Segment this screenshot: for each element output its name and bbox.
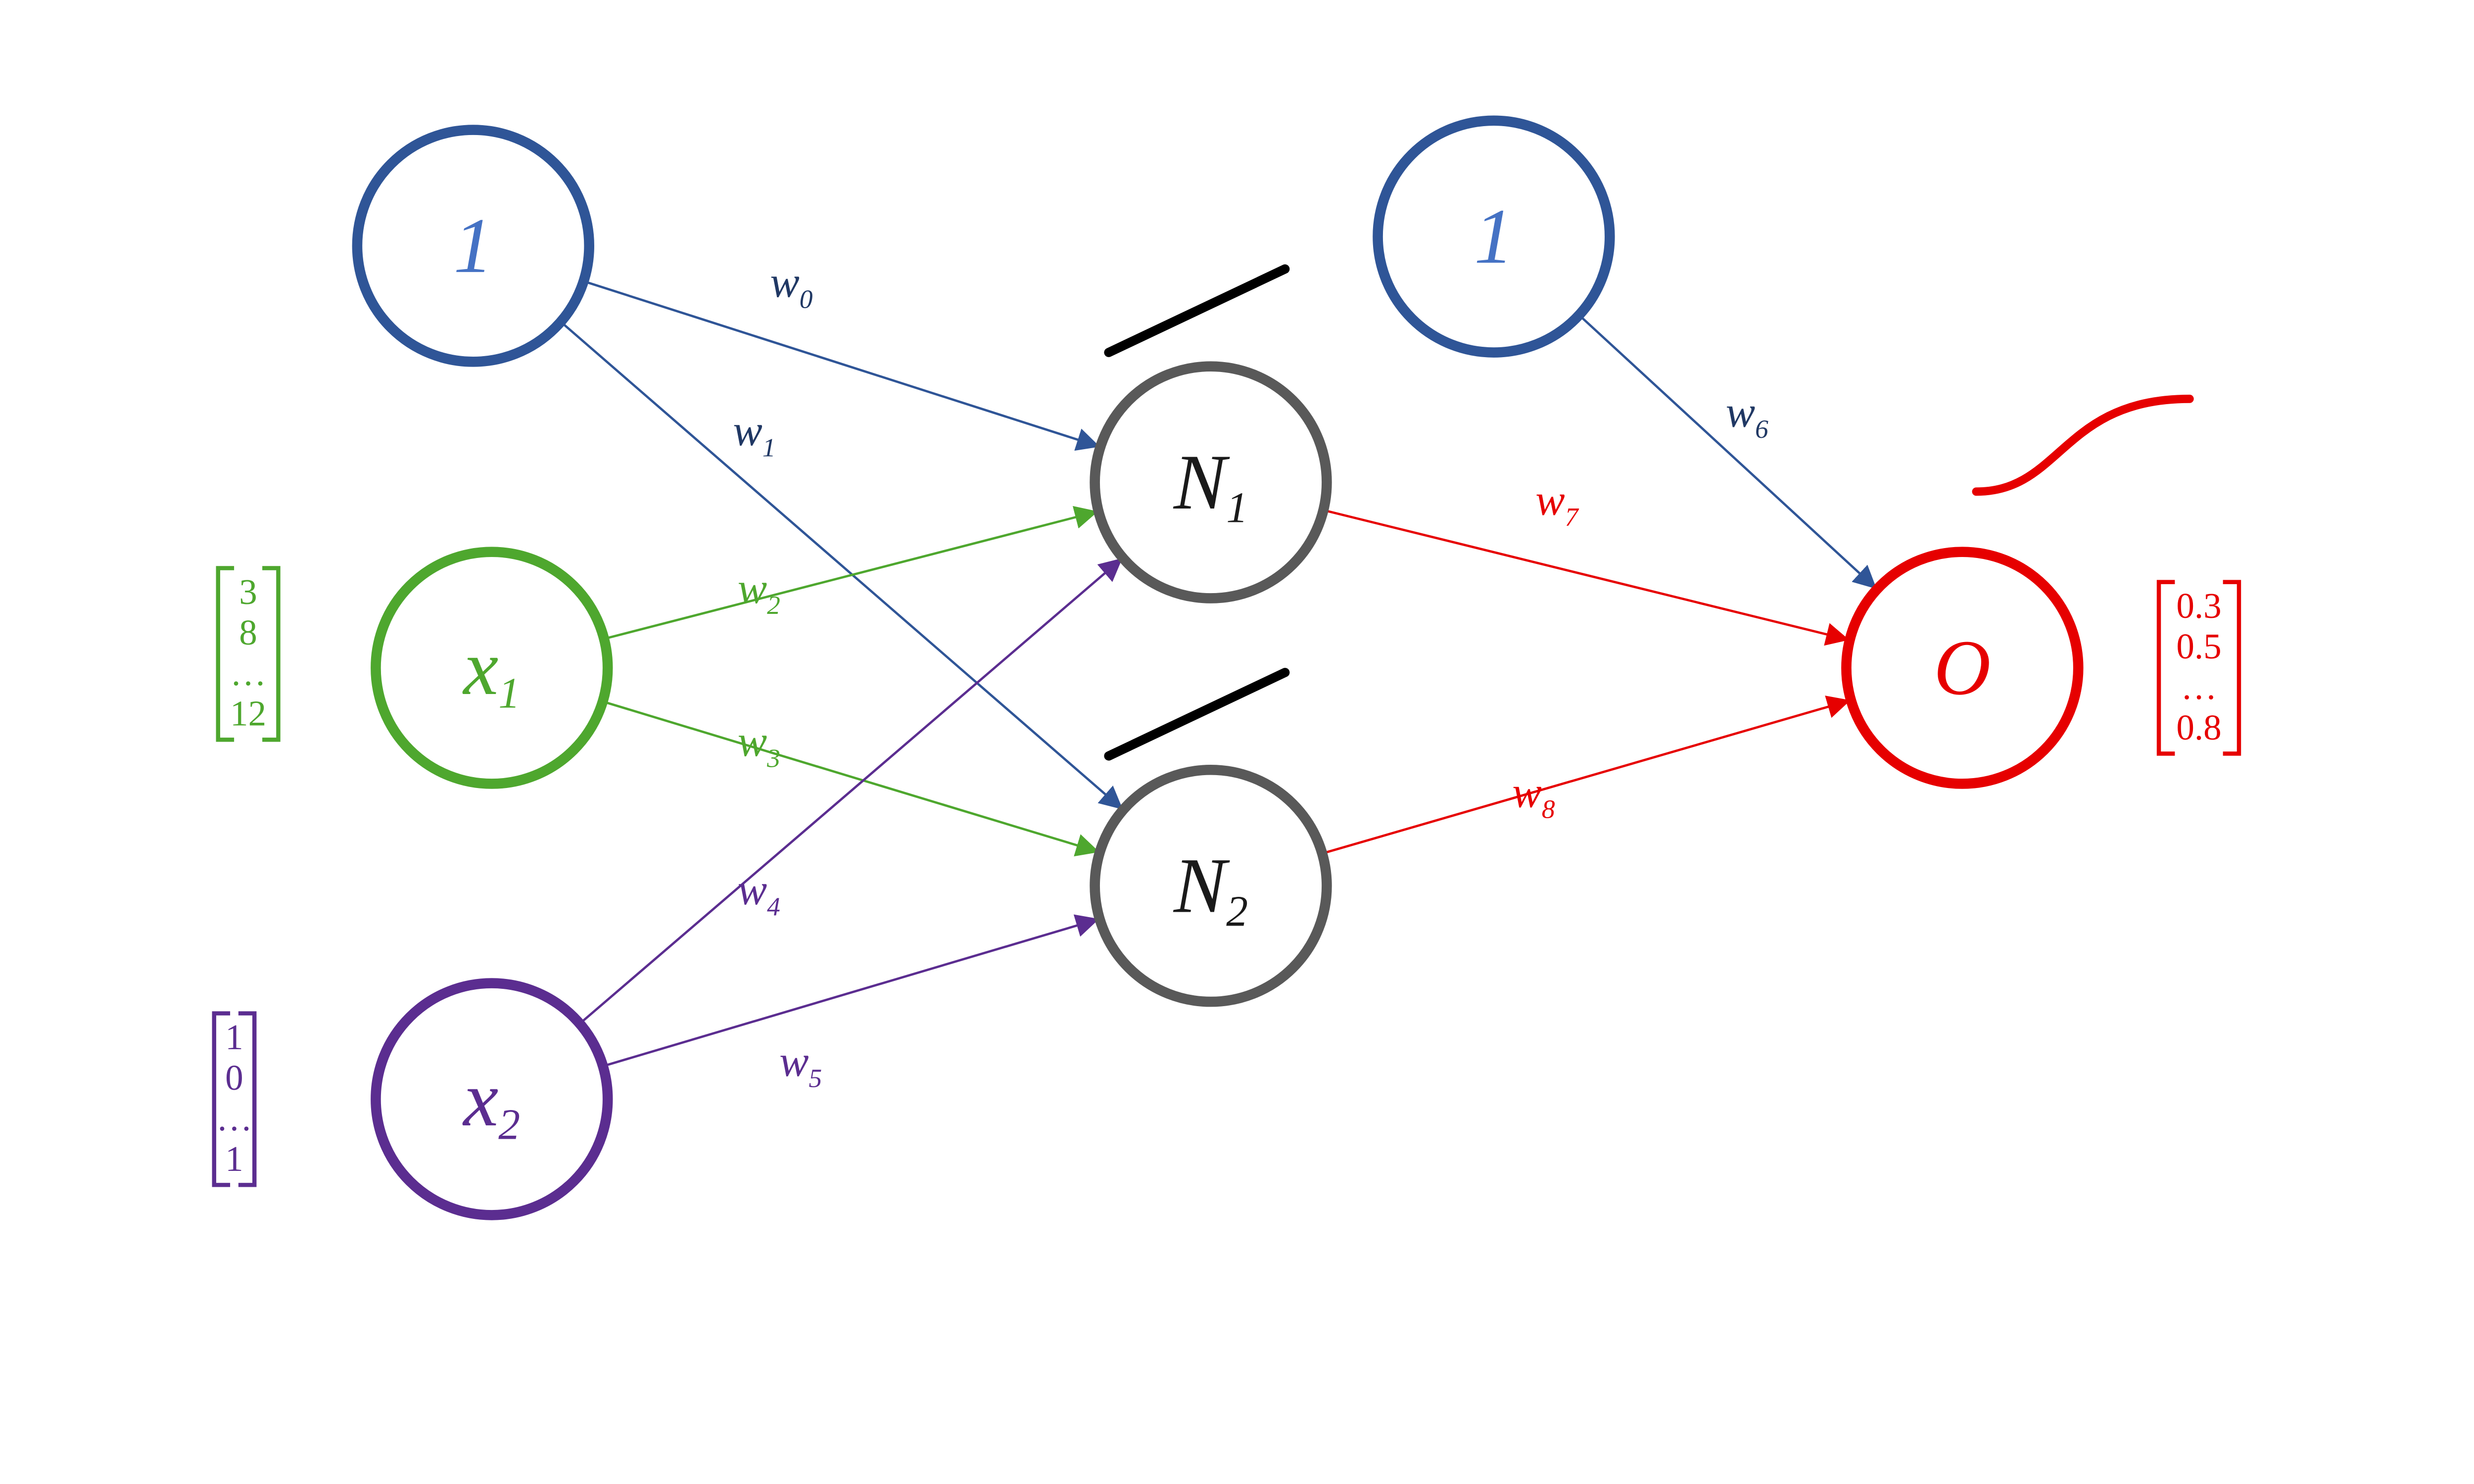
vector-vec-O-value-1: 0.5: [2176, 626, 2221, 666]
vector-vec-x2-value-3: 1: [225, 1139, 243, 1179]
node-label-bias2: 1: [1474, 193, 1514, 280]
vector-vec-x1-value-0: 3: [239, 572, 257, 612]
vector-vec-x1-value-1: 8: [239, 612, 257, 652]
vector-vec-O-value-2: …: [2181, 667, 2217, 707]
vector-vec-O-value-0: 0.3: [2176, 586, 2221, 626]
vector-vec-O-value-3: 0.8: [2176, 707, 2221, 747]
vector-vec-x2-value-0: 1: [225, 1017, 243, 1057]
node-label-O: O: [1934, 624, 1991, 711]
vector-vec-x1-value-2: …: [230, 653, 266, 693]
vector-vec-x2-value-2: …: [216, 1098, 252, 1138]
vector-vec-x2-value-1: 0: [225, 1058, 243, 1098]
node-label-bias1: 1: [453, 202, 493, 289]
vector-vec-x1-value-3: 12: [230, 694, 266, 734]
neural-network-diagram: 1x1x2N1N21O w0w1w2w3w4w5w6w7w8 38…1210…1…: [0, 0, 2474, 1391]
